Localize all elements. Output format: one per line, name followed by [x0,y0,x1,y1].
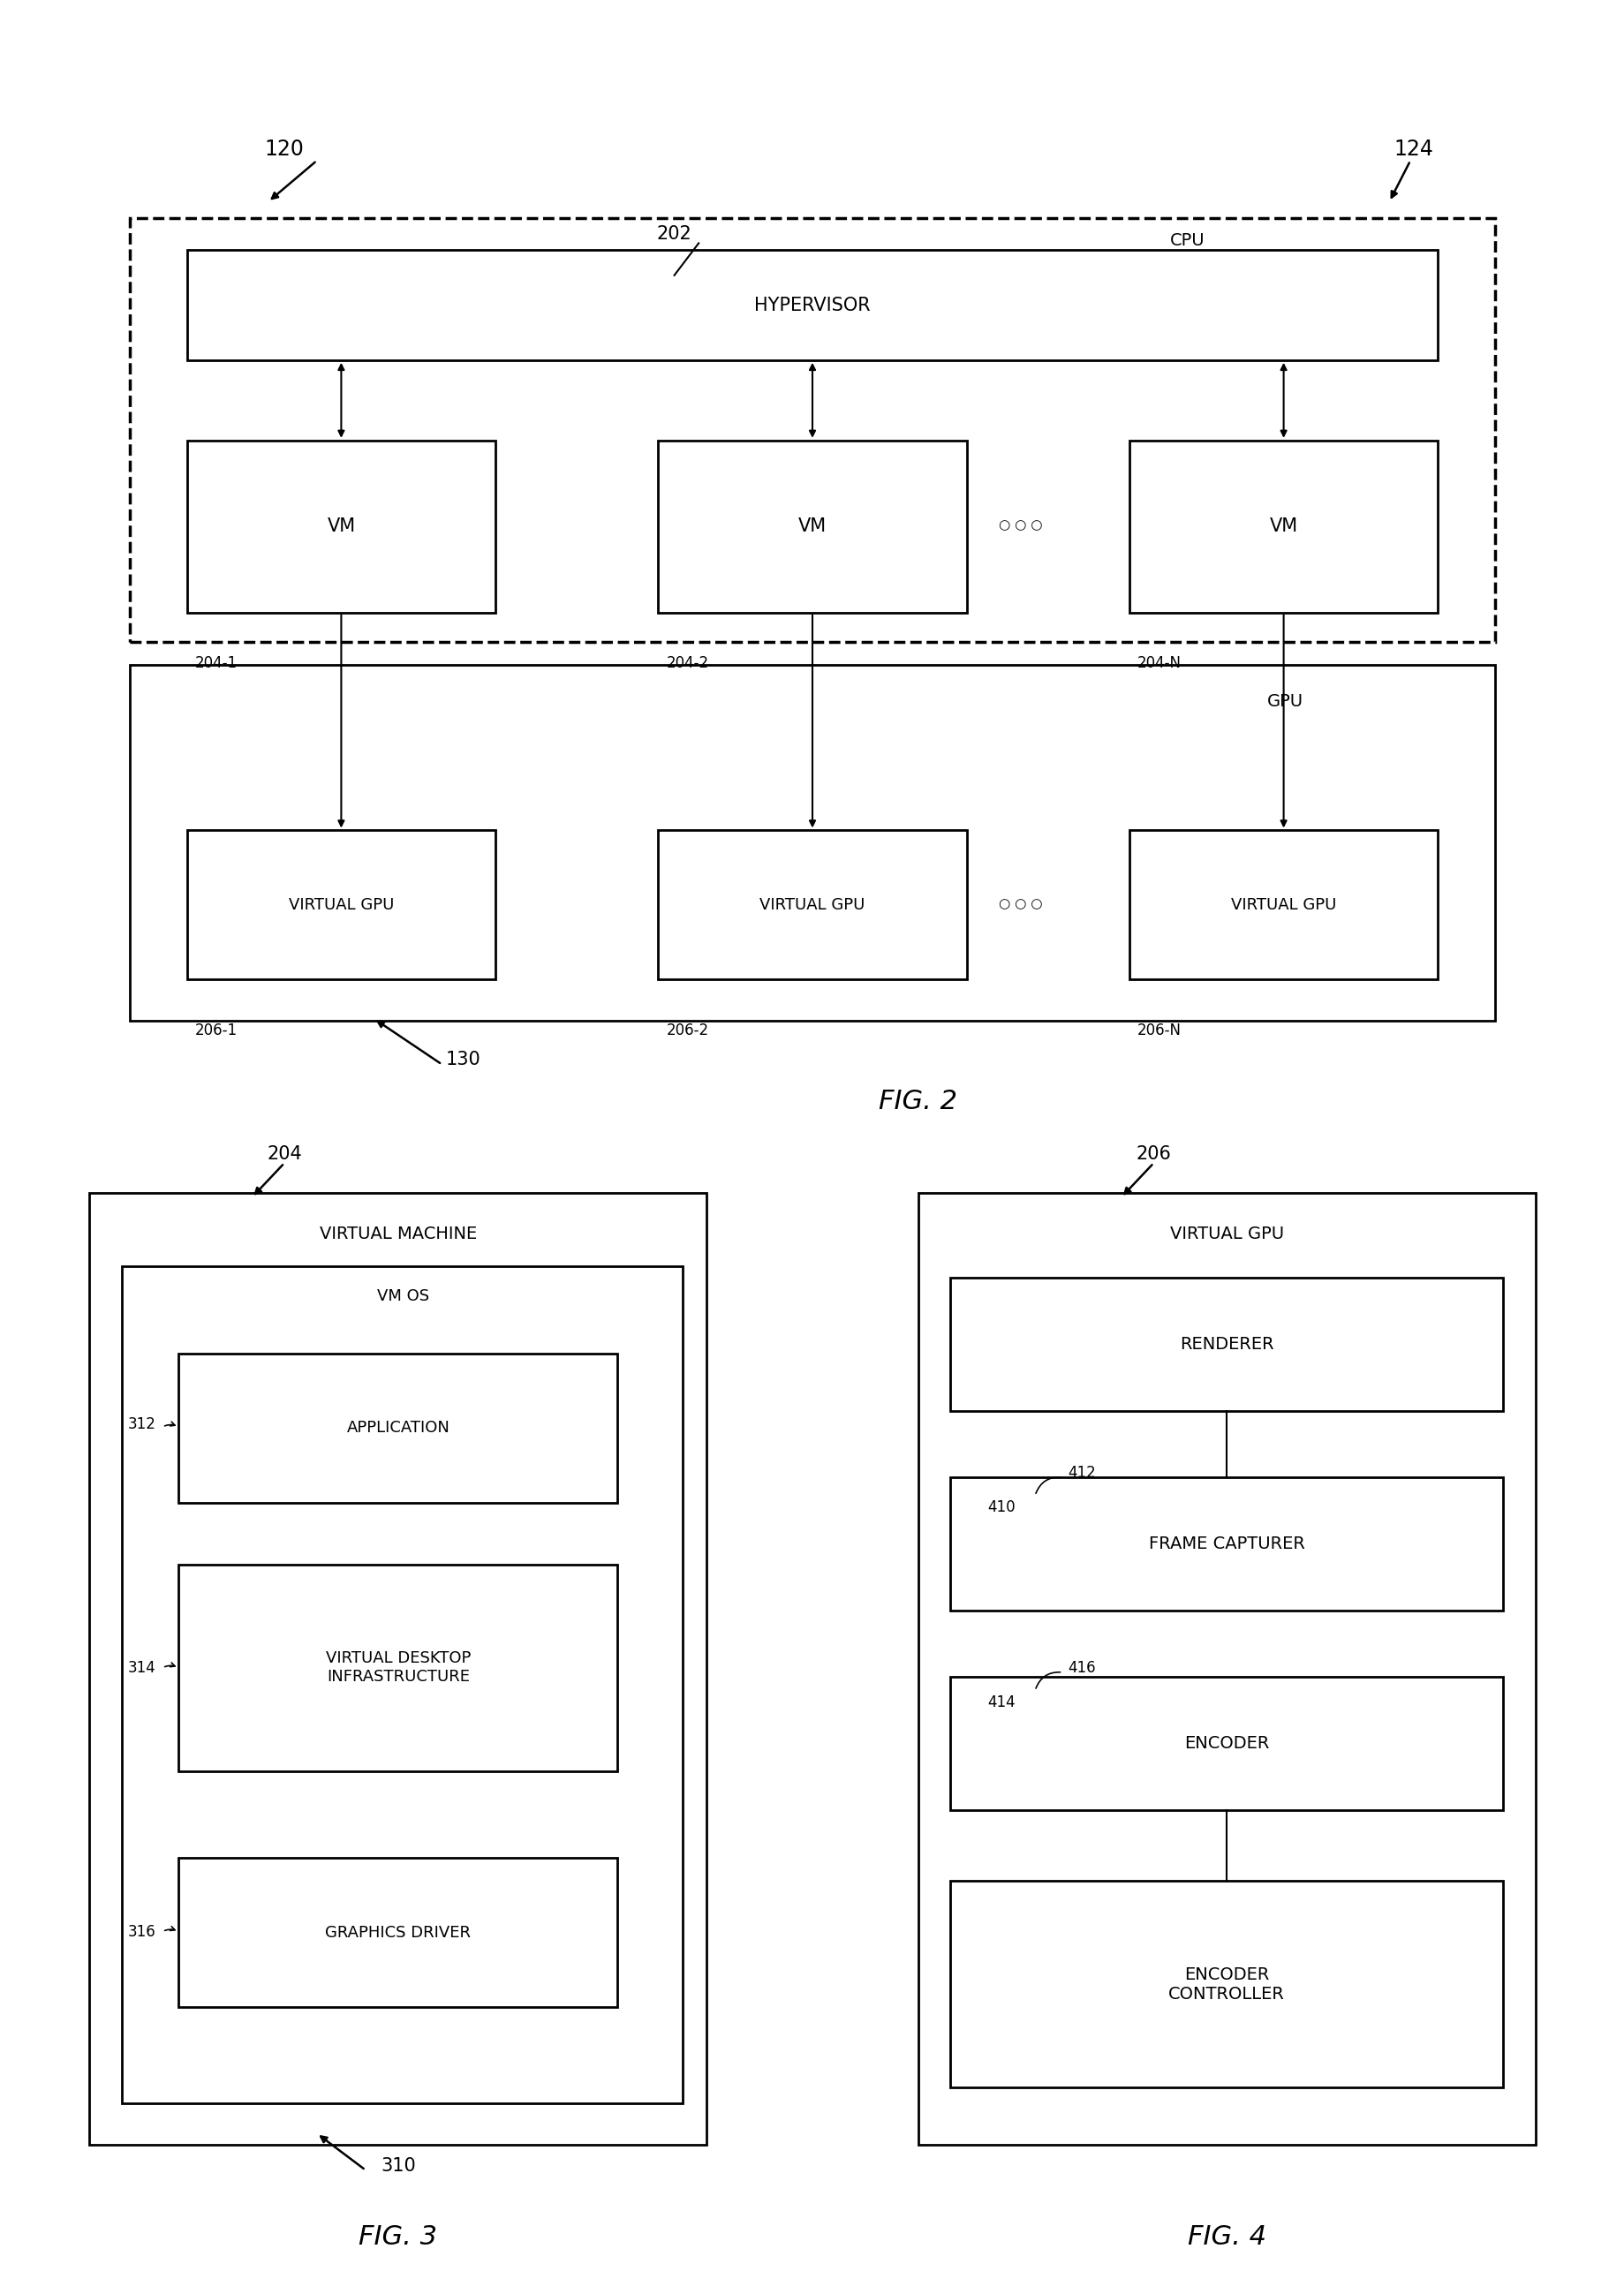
Text: 204-1: 204-1 [195,656,237,670]
Text: HYPERVISOR: HYPERVISOR [754,296,870,314]
Text: FIG. 2: FIG. 2 [879,1087,957,1115]
Text: 124: 124 [1393,138,1432,161]
Bar [187,250,1437,360]
Text: RENDERER: RENDERER [1179,1335,1273,1353]
Text: VM: VM [1268,518,1298,535]
Text: CPU: CPU [1169,232,1205,250]
Text: 312: 312 [128,1418,156,1431]
Text: 416: 416 [1067,1661,1095,1675]
Text: VIRTUAL DESKTOP
INFRASTRUCTURE: VIRTUAL DESKTOP INFRASTRUCTURE [325,1652,471,1684]
Text: ○ ○ ○: ○ ○ ○ [999,897,1041,911]
Text: GPU: GPU [1267,693,1302,711]
Text: VIRTUAL GPU: VIRTUAL GPU [289,897,393,913]
Text: FRAME CAPTURER: FRAME CAPTURER [1148,1535,1304,1553]
Text: 314: 314 [128,1661,156,1675]
Text: VM OS: VM OS [377,1289,429,1303]
Text: 410: 410 [987,1500,1015,1514]
Text: 204-2: 204-2 [666,656,708,670]
Text: VIRTUAL MACHINE: VIRTUAL MACHINE [320,1225,476,1243]
Text: 130: 130 [445,1051,481,1069]
Bar [179,1565,617,1771]
Text: 412: 412 [1067,1466,1095,1480]
Text: 206-1: 206-1 [195,1023,237,1037]
Bar [658,830,966,980]
Text: GRAPHICS DRIVER: GRAPHICS DRIVER [325,1925,471,1941]
Text: FIG. 3: FIG. 3 [359,2223,437,2250]
Text: 120: 120 [265,138,304,161]
Text: FIG. 4: FIG. 4 [1187,2223,1265,2250]
Text: 204-N: 204-N [1137,656,1181,670]
Text: 206: 206 [1135,1145,1171,1163]
Text: APPLICATION: APPLICATION [346,1420,450,1436]
Bar [918,1193,1535,2145]
Text: VM: VM [326,518,356,535]
Text: 310: 310 [380,2156,416,2175]
Bar [1129,440,1437,612]
Bar [179,1858,617,2007]
Bar [89,1193,706,2145]
Bar [179,1353,617,1503]
Bar [1129,830,1437,980]
Text: 206-N: 206-N [1137,1023,1181,1037]
Text: 202: 202 [656,225,692,243]
Text: VIRTUAL GPU: VIRTUAL GPU [1231,897,1335,913]
Text: 206-2: 206-2 [666,1023,708,1037]
Bar [122,1266,682,2104]
Bar [130,665,1494,1021]
Text: 316: 316 [128,1925,156,1938]
Text: ○ ○ ○: ○ ○ ○ [999,518,1041,532]
Bar [130,218,1494,642]
Bar [658,440,966,612]
Text: VIRTUAL GPU: VIRTUAL GPU [1169,1225,1283,1243]
Bar [950,1677,1502,1810]
Text: 204: 204 [266,1145,302,1163]
Bar [950,1881,1502,2088]
Text: VIRTUAL GPU: VIRTUAL GPU [760,897,864,913]
Text: ENCODER: ENCODER [1184,1734,1268,1753]
Text: ENCODER
CONTROLLER: ENCODER CONTROLLER [1168,1966,1285,2003]
Text: 414: 414 [987,1695,1015,1709]
Bar [187,830,495,980]
Bar [950,1278,1502,1411]
Text: VM: VM [797,518,827,535]
Bar [950,1477,1502,1610]
Bar [187,440,495,612]
